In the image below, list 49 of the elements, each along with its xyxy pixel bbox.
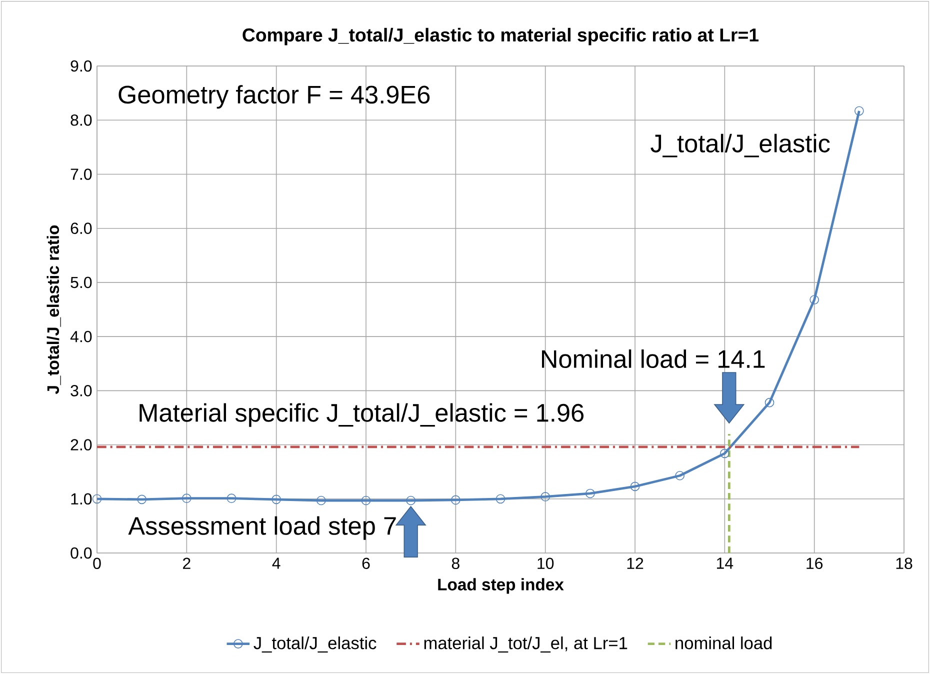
x-tick-label: 6 xyxy=(362,558,370,570)
y-tick-label: 5.0 xyxy=(70,276,92,288)
point xyxy=(182,494,192,504)
point xyxy=(92,494,102,504)
point xyxy=(720,448,730,458)
y-tick-label: 9.0 xyxy=(70,60,92,72)
y-tick-label: 7.0 xyxy=(70,168,92,180)
point xyxy=(316,496,326,506)
y-tick-label: 8.0 xyxy=(70,114,92,126)
point xyxy=(361,496,371,506)
chart-title: Compare J_total/J_elastic to material specific ratio at Lr=1 xyxy=(242,28,759,46)
point xyxy=(675,470,685,480)
legend-label: J_total/J_elastic xyxy=(254,636,376,653)
x-tick-label: 8 xyxy=(452,558,460,570)
point xyxy=(810,295,820,304)
x-tick-label: 4 xyxy=(272,558,280,569)
x-tick-label: 14 xyxy=(716,558,734,569)
annotation: Geometry factor F = 43.9E6 xyxy=(118,85,430,109)
y-tick-label: 0.0 xyxy=(70,547,92,559)
point xyxy=(272,494,282,504)
x-tick-label: 0 xyxy=(93,558,101,570)
annotation: Material specific J_total/J_elastic = 1.96 xyxy=(140,403,584,427)
y-tick-label: 4.0 xyxy=(70,330,92,342)
legend-label: material J_tot/J_el, at Lr=1 xyxy=(424,636,628,653)
x-tick-label: 16 xyxy=(806,558,823,570)
annotation: J_total/J_elastic xyxy=(650,134,830,158)
y-tick-label: 1.0 xyxy=(71,493,92,505)
x-tick-label: 10 xyxy=(538,558,554,570)
point xyxy=(854,106,864,116)
point xyxy=(540,492,550,502)
y-axis-title: J_total/J_elastic ratio xyxy=(46,225,61,394)
annotation: Nominal load = 14.1 xyxy=(542,349,765,368)
y-tick-label: 3.0 xyxy=(70,385,92,396)
x-tick-label: 2 xyxy=(183,558,190,569)
point xyxy=(630,482,640,492)
point xyxy=(764,398,774,408)
legend-label: nominal load xyxy=(676,636,772,650)
annotation: Assessment load step 7 xyxy=(128,516,396,540)
point xyxy=(496,494,506,504)
point xyxy=(586,488,595,498)
y-tick-label: 2.0 xyxy=(70,439,92,450)
point xyxy=(451,495,460,505)
point xyxy=(406,496,416,506)
x-tick-label: 18 xyxy=(896,558,912,570)
point xyxy=(226,494,236,504)
x-axis-title: Load step index xyxy=(438,578,564,594)
y-tick-label: 6.0 xyxy=(70,222,92,234)
point xyxy=(137,494,147,504)
x-tick-label: 12 xyxy=(627,558,644,569)
